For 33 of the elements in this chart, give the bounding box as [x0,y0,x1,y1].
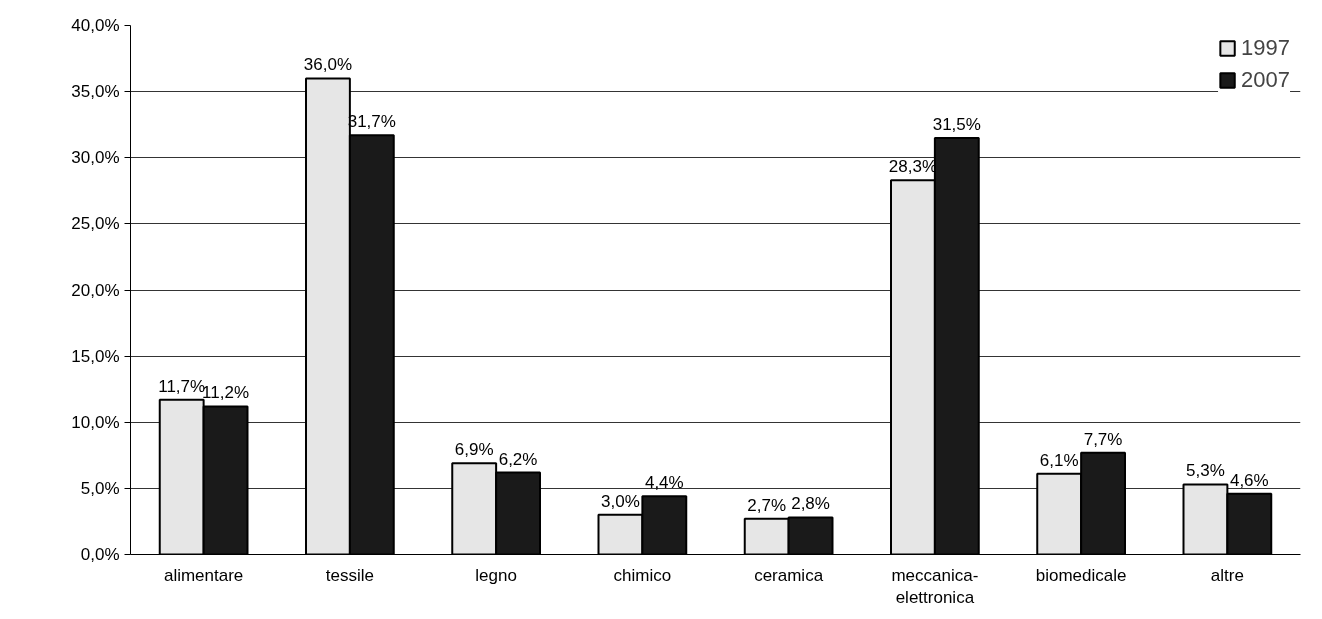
data-label: 6,1% [1039,450,1079,470]
data-label: 4,4% [644,473,684,493]
x-tick-label: alimentare [163,565,244,585]
data-label: 36,0% [303,55,353,75]
y-tick-label: 25,0% [71,214,120,234]
data-label: 6,9% [454,440,494,460]
y-tick-label: 5,0% [80,478,120,498]
data-label: 2,7% [747,495,787,515]
x-tick-label: legno [475,565,517,585]
data-label: 28,3% [888,157,938,177]
y-tick-label: 35,0% [71,82,120,102]
data-label: 31,5% [932,114,981,134]
legend-label: 2007 [1241,67,1290,93]
legend-label: 1997 [1241,35,1290,61]
x-tick-label: chimico [613,565,672,585]
x-tick-label: ceramica [754,565,824,585]
data-label: 11,7% [158,376,206,396]
data-label: 5,3% [1186,461,1225,481]
y-tick-label: 15,0% [71,346,120,366]
data-label: 2,8% [791,494,830,514]
x-tick-label: meccanica- elettronica [891,565,979,608]
y-tick-label: 10,0% [71,412,120,432]
y-tick-label: 40,0% [71,16,120,35]
x-tick-label: tessile [325,565,374,585]
data-label: 3,0% [601,491,640,511]
y-tick-label: 0,0% [80,545,120,564]
data-label: 6,2% [498,449,538,469]
x-tick-label: altre [1210,565,1244,585]
y-tick-label: 20,0% [71,280,120,300]
y-tick-label: 30,0% [71,148,120,168]
data-label: 4,6% [1229,470,1269,490]
data-label: 7,7% [1083,429,1123,449]
x-tick-label: biomedicale [1035,565,1127,585]
